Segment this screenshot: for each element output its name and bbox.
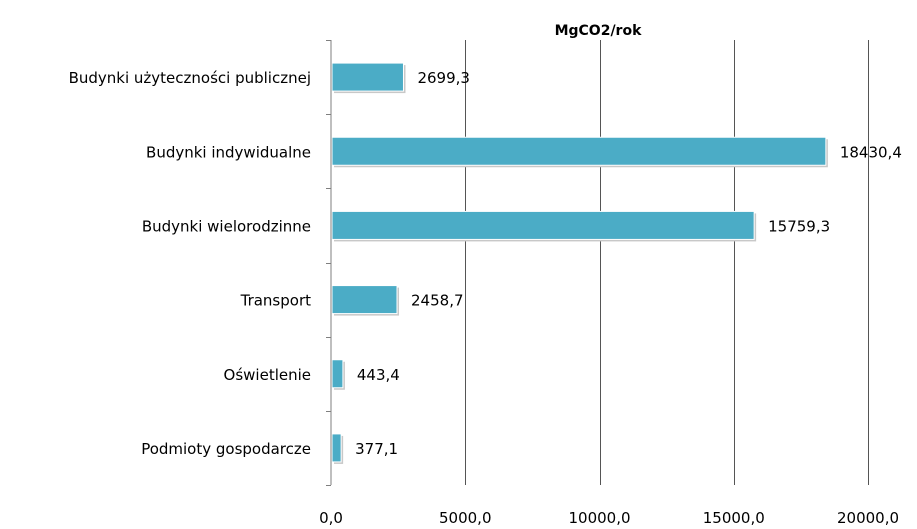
data-label: 15759,3 — [768, 217, 830, 235]
category-label: Budynki użyteczności publicznej — [69, 69, 311, 87]
category-label: Budynki indywidualne — [146, 143, 311, 161]
x-tick-label: 20000,0 — [837, 509, 899, 527]
data-label: 443,4 — [357, 366, 400, 384]
x-tick-label: 5000,0 — [439, 509, 492, 527]
gridlines — [465, 40, 869, 485]
bar — [331, 62, 404, 92]
category-label: Podmioty gospodarcze — [141, 440, 311, 458]
bar — [331, 359, 344, 389]
y-axis-ticks — [326, 40, 331, 486]
data-label: 18430,4 — [840, 143, 902, 161]
data-label: 2458,7 — [411, 292, 464, 310]
category-labels: Budynki użyteczności publicznej Budynki i… — [69, 69, 312, 458]
x-axis-tick-labels: 0,0 5000,0 10000,0 15000,0 20000,0 — [319, 509, 899, 527]
data-label: 2699,3 — [417, 69, 470, 87]
category-label: Oświetlenie — [224, 366, 311, 384]
bar — [331, 210, 755, 240]
data-label: 377,1 — [355, 440, 398, 458]
x-tick-label: 0,0 — [319, 509, 343, 527]
bar — [331, 433, 342, 463]
x-tick-label: 15000,0 — [703, 509, 765, 527]
data-labels: 2699,3 18430,4 15759,3 2458,7 443,4 377,1 — [355, 69, 902, 458]
chart-title: MgCO2/rok — [555, 23, 643, 39]
bars — [331, 62, 828, 464]
bar — [331, 285, 398, 315]
bar — [331, 136, 827, 166]
category-label: Transport — [240, 292, 312, 310]
category-label: Budynki wielorodzinne — [142, 217, 311, 235]
x-tick-label: 10000,0 — [568, 509, 630, 527]
